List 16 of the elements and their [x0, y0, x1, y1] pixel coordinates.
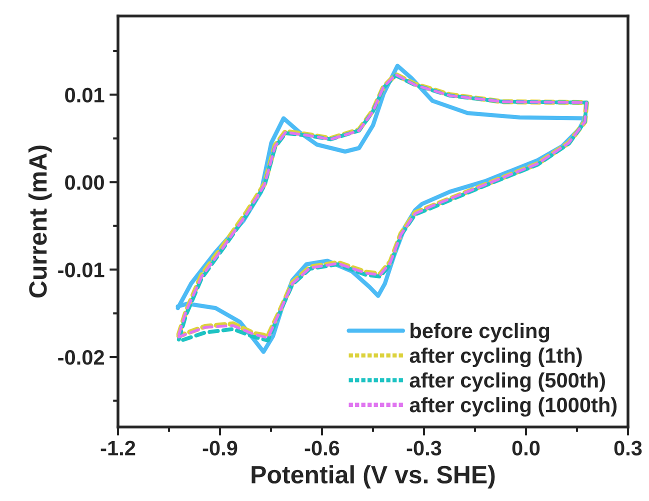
- y-axis-title: Current (mA): [28, 146, 52, 298]
- x-tick-label: -1.2: [100, 440, 136, 456]
- x-tick-label: 0.3: [614, 440, 642, 456]
- x-tick-label: 0.0: [512, 440, 540, 456]
- y-tick-label: -0.01: [58, 262, 104, 278]
- x-tick-label: -0.6: [304, 440, 340, 456]
- legend-label: before cycling: [410, 322, 550, 342]
- y-tick-label: -0.02: [58, 350, 104, 365]
- x-tick-label: -0.3: [406, 440, 442, 456]
- x-axis-title: Potential (V vs. SHE): [252, 465, 495, 488]
- y-tick-label: 0.01: [65, 88, 104, 102]
- legend-label: after cycling (1th): [410, 348, 582, 368]
- legend-label: after cycling (500th): [410, 372, 605, 392]
- y-tick-label: 0.00: [65, 175, 104, 190]
- x-tick-label: -0.9: [202, 440, 238, 456]
- legend-label: after cycling (1000th): [410, 397, 617, 417]
